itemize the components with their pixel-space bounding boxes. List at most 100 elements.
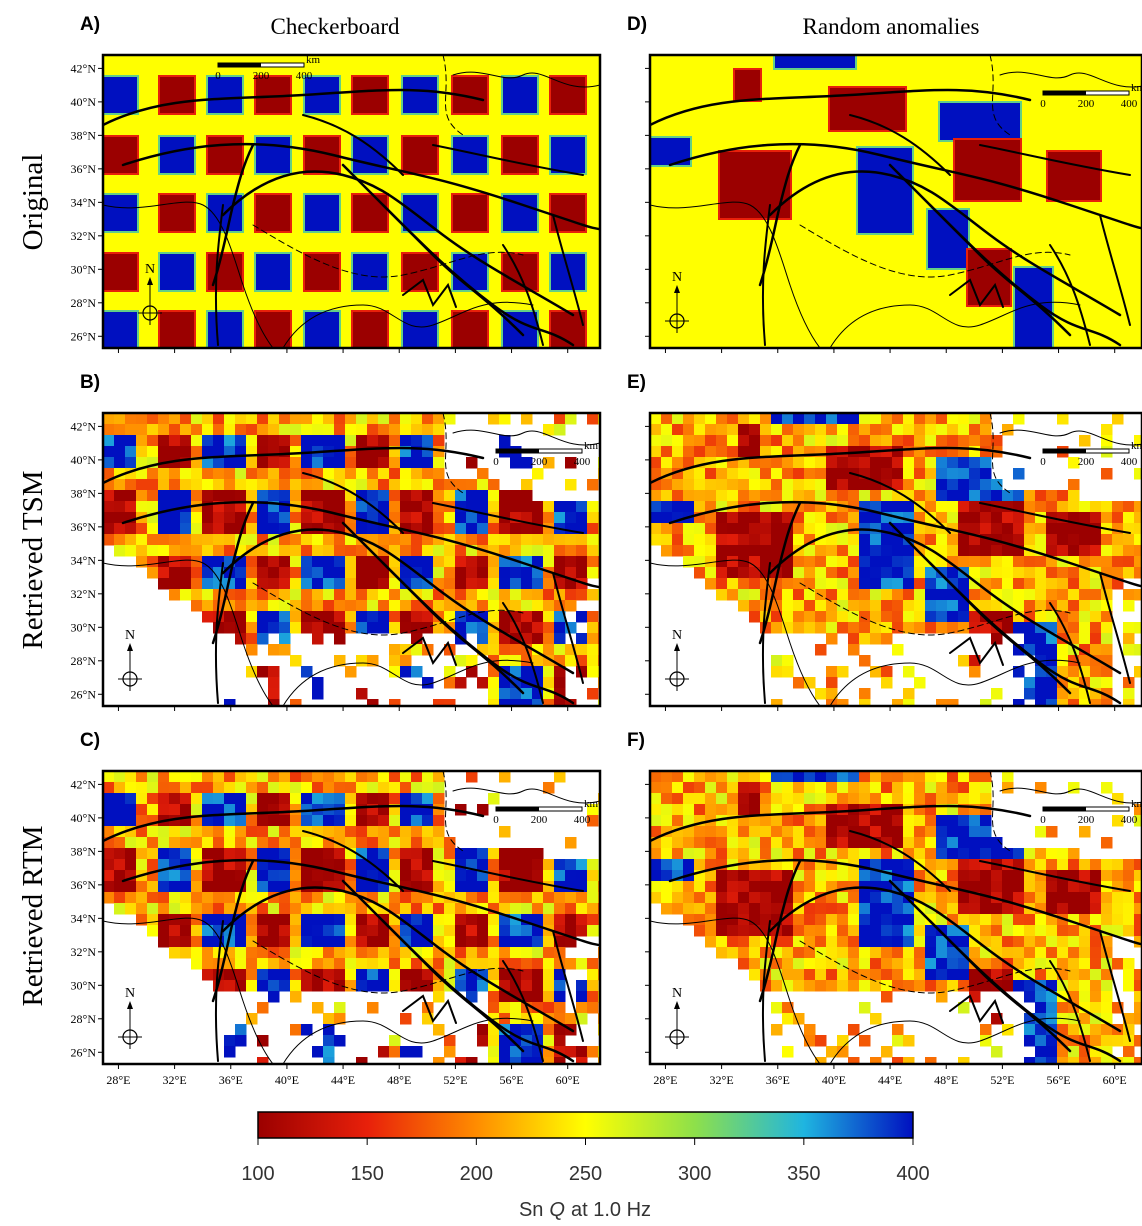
cell [749, 446, 761, 458]
cell [576, 644, 588, 656]
cell [290, 815, 302, 827]
cell [991, 567, 1003, 579]
cell [191, 545, 203, 557]
cell [554, 512, 566, 524]
cell [389, 457, 401, 469]
cell [925, 468, 937, 480]
anomaly [305, 312, 339, 348]
cell [543, 633, 555, 645]
cell [1068, 490, 1080, 502]
cell [870, 826, 882, 838]
cell [826, 611, 838, 623]
cell [969, 782, 981, 794]
cell [892, 793, 904, 805]
cell [191, 870, 203, 882]
cell [191, 446, 203, 458]
cell [914, 479, 926, 491]
cell [837, 1035, 849, 1047]
cell [268, 991, 280, 1003]
cell [389, 859, 401, 871]
cell [1013, 914, 1025, 926]
cell [290, 457, 302, 469]
cell [914, 771, 926, 783]
cell [881, 556, 893, 568]
cell [716, 848, 728, 860]
cell [837, 804, 849, 816]
cell [1101, 1035, 1113, 1047]
cell [969, 771, 981, 783]
cell [356, 771, 368, 783]
cell [705, 782, 717, 794]
cell [147, 501, 159, 513]
cell [1046, 1002, 1058, 1014]
cell [1101, 534, 1113, 546]
cell [837, 903, 849, 915]
cell [848, 413, 860, 425]
cell [301, 1024, 313, 1036]
cell [279, 958, 291, 970]
cell [400, 534, 412, 546]
cell [738, 523, 750, 535]
cell [213, 468, 225, 480]
cell [587, 881, 599, 893]
anomaly [403, 77, 437, 113]
cell [202, 479, 214, 491]
cell [389, 837, 401, 849]
cell [158, 903, 170, 915]
cell [1101, 782, 1113, 794]
cell [158, 545, 170, 557]
cell [158, 446, 170, 458]
cell [683, 804, 695, 816]
cell [114, 859, 126, 871]
cell [925, 771, 937, 783]
cell [477, 490, 489, 502]
cell [749, 468, 761, 480]
cell [1002, 578, 1014, 590]
cell [771, 870, 783, 882]
cell [213, 424, 225, 436]
cell [389, 980, 401, 992]
cell [958, 501, 970, 513]
cell [903, 611, 915, 623]
cell [1046, 826, 1058, 838]
cell [848, 782, 860, 794]
cell [565, 859, 577, 871]
panel-label: D) [627, 14, 647, 35]
cell [837, 815, 849, 827]
cell [510, 545, 522, 557]
lat-tick-label: 28°N [71, 1012, 97, 1026]
cell [1068, 479, 1080, 491]
cell [793, 677, 805, 689]
lon-tick-label: 52°E [990, 1073, 1014, 1087]
cell [587, 622, 599, 634]
cell [147, 523, 159, 535]
cell [793, 848, 805, 860]
cell [576, 914, 588, 926]
cell [246, 424, 258, 436]
cell [694, 859, 706, 871]
cell [301, 870, 313, 882]
lat-tick-label: 34°N [71, 195, 97, 209]
colorbar-ramp [258, 1112, 913, 1138]
cell [290, 914, 302, 926]
cell [499, 589, 511, 601]
cell [683, 413, 695, 425]
cell [246, 958, 258, 970]
cell [158, 534, 170, 546]
cell [848, 578, 860, 590]
cell [991, 688, 1003, 700]
cell [1079, 859, 1091, 871]
cell [980, 512, 992, 524]
cell [1024, 501, 1036, 513]
cell [826, 468, 838, 480]
cell [158, 925, 170, 937]
cell [661, 837, 673, 849]
cell [499, 501, 511, 513]
cell [587, 512, 599, 524]
cell [444, 936, 456, 948]
cell [826, 567, 838, 579]
cell [334, 848, 346, 860]
cell [202, 804, 214, 816]
cell [683, 424, 695, 436]
cell [826, 804, 838, 816]
